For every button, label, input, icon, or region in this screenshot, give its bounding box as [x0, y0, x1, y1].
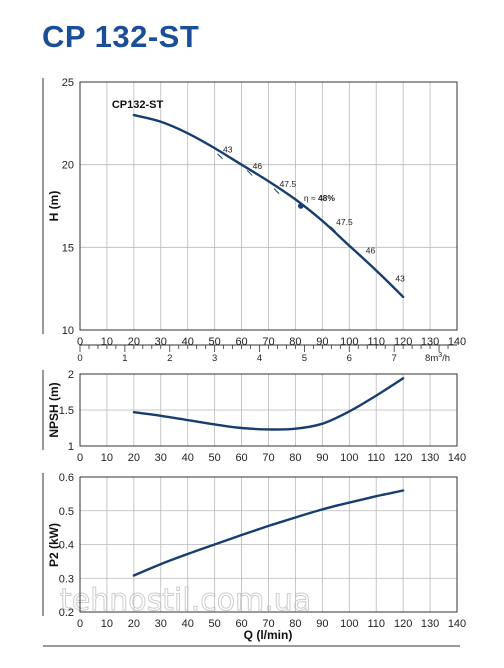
power-x-tick-label: 70 [262, 618, 274, 630]
power-y-tick-label: 0.5 [59, 506, 74, 518]
power-x-tick-label: 40 [182, 618, 194, 630]
efficiency-marker [246, 170, 253, 176]
secondary-unit-label: 8m3/h [425, 352, 450, 364]
power-y-tick-label: 0.4 [59, 540, 74, 552]
efficiency-marker [217, 153, 223, 160]
efficiency-label: 47.5 [336, 217, 353, 227]
efficiency-marker [389, 282, 396, 289]
npsh-x-tick-label: 90 [316, 452, 328, 464]
power-x-tick-label: 10 [101, 618, 113, 630]
power-x-tick-label: 120 [394, 618, 412, 630]
head-frame [79, 81, 458, 331]
npsh-curve [132, 377, 405, 431]
efficiency-peak-marker [298, 203, 304, 209]
head-y-tick-label: 25 [62, 77, 74, 89]
efficiency-label: 43 [223, 144, 233, 154]
secondary-tick-label: 3 [212, 353, 217, 364]
power-x-tick-label: 0 [77, 618, 83, 630]
power-frame [79, 476, 458, 613]
efficiency-peak-label: η ≈ 48% [304, 193, 336, 203]
power-x-tick-label: 60 [235, 618, 247, 630]
efficiency-marker [330, 226, 336, 233]
power-chart: 0.2 0.3 0.4 0.5 0.6 0 10 20 30 40 50 60 70 80 90 100 110… [42, 472, 466, 647]
npsh-x-tick-label: 80 [289, 452, 301, 464]
head-x-tick-label: 0 [77, 336, 83, 348]
power-x-tick-label: 80 [289, 618, 301, 630]
npsh-y-tick-label: 1.5 [59, 405, 74, 417]
secondary-tick-label: 5 [302, 353, 307, 364]
npsh-x-tick-label: 20 [128, 452, 140, 464]
npsh-x-tick-label: 100 [340, 452, 358, 464]
head-y-tick-label: 20 [62, 160, 74, 172]
power-x-tick-label: 30 [155, 618, 167, 630]
npsh-chart: 11.520 10 20 30 40 50 60 70 80 90 100 110 120 130 140N… [42, 369, 466, 464]
head-y-tick-label: 15 [62, 242, 74, 254]
secondary-tick-label: 2 [167, 353, 172, 364]
npsh-frame [79, 373, 458, 447]
npsh-x-tick-label: 10 [101, 452, 113, 464]
watermark-layer: tehnostil.com.ua [60, 583, 312, 619]
head-y-axis-label: H (m) [47, 191, 61, 222]
efficiency-label: 43 [395, 273, 405, 283]
npsh-x-tick-label: 60 [235, 452, 247, 464]
secondary-tick-label: 6 [347, 353, 352, 364]
power-x-tick-label: 100 [340, 618, 358, 630]
page-title: CP 132-ST [42, 19, 200, 54]
efficiency-marker [273, 188, 280, 194]
npsh-x-tick-label: 120 [394, 452, 412, 464]
secondary-tick-label: 1 [122, 353, 127, 364]
efficiency-label: 46 [253, 161, 263, 171]
power-x-tick-label: 130 [421, 618, 439, 630]
power-x-tick-label: 110 [367, 618, 385, 630]
series-label: CP132-ST [112, 99, 164, 111]
npsh-x-tick-label: 130 [421, 452, 439, 464]
power-x-tick-label: 50 [209, 618, 221, 630]
npsh-x-tick-label: 0 [77, 452, 83, 464]
secondary-tick-label: 7 [392, 353, 397, 364]
npsh-x-tick-label: 40 [182, 452, 194, 464]
power-x-tick-label: 20 [128, 618, 140, 630]
head-y-tick-label: 10 [62, 325, 74, 337]
secondary-tick-label: 4 [257, 353, 262, 364]
x-axis-label: Q (l/min) [244, 628, 293, 642]
power-y-tick-label: 0.3 [59, 573, 74, 585]
head-x-tick-label: 140 [448, 336, 466, 348]
power-y-axis-label: P2 (kW) [47, 523, 61, 567]
secondary-tick-label: 0 [77, 353, 82, 364]
npsh-x-tick-label: 70 [262, 452, 274, 464]
power-y-tick-label: 0.6 [59, 472, 74, 484]
efficiency-label: 46 [366, 245, 376, 255]
power-curve [132, 489, 405, 577]
npsh-x-tick-label: 140 [448, 452, 466, 464]
npsh-x-tick-label: 110 [367, 452, 385, 464]
npsh-y-tick-label: 2 [68, 369, 74, 381]
npsh-x-tick-label: 30 [155, 452, 167, 464]
power-x-tick-label: 90 [316, 618, 328, 630]
npsh-y-tick-label: 1 [68, 441, 74, 453]
power-y-tick-label: 0.2 [59, 607, 74, 619]
efficiency-marker [359, 254, 366, 261]
watermark-text: tehnostil.com.ua [60, 583, 311, 618]
npsh-y-axis-label: NPSH (m) [47, 382, 61, 437]
head-curve [132, 113, 405, 299]
power-x-tick-label: 140 [448, 618, 466, 630]
npsh-x-tick-label: 50 [209, 452, 221, 464]
efficiency-label: 47.5 [280, 179, 297, 189]
